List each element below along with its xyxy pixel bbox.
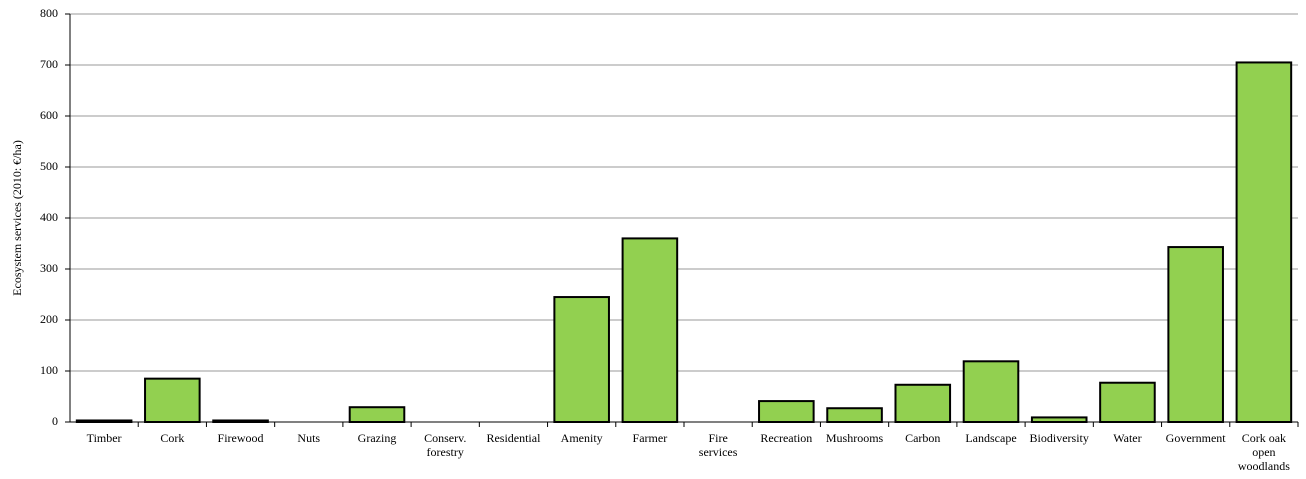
bar [1235, 61, 1293, 423]
x-tick-label: Recreation [760, 431, 813, 445]
bar [348, 406, 406, 423]
bar [758, 400, 815, 423]
bar [1099, 381, 1156, 424]
x-tick-label: Government [1165, 431, 1226, 445]
x-tick-label: Cork [160, 431, 185, 445]
x-tick-label: Timber [86, 431, 122, 445]
y-tick-label: 300 [40, 261, 58, 275]
x-tick-label: Landscape [965, 431, 1017, 445]
x-tick-label: Grazing [357, 431, 397, 445]
y-tick-label: 0 [52, 414, 58, 428]
y-tick-label: 100 [40, 363, 58, 377]
y-tick-label: 700 [40, 57, 58, 71]
x-tick-label: Biodiversity [1029, 431, 1089, 445]
y-tick-label: 500 [40, 159, 58, 173]
bar [75, 419, 133, 424]
bar [1030, 416, 1088, 424]
y-tick-label: 800 [40, 6, 58, 20]
x-tick-label: Conserv. forestry [424, 431, 467, 459]
bar [553, 296, 610, 423]
bar [826, 407, 883, 424]
bar [1167, 246, 1224, 423]
y-tick-label: 400 [40, 210, 58, 224]
x-tick-label: Water [1113, 431, 1142, 445]
bar [621, 237, 679, 423]
x-tick-label: Cork oak open woodlands [1237, 431, 1290, 473]
bar [212, 419, 269, 424]
x-tick-label: Farmer [632, 431, 668, 445]
x-tick-label: Residential [486, 431, 541, 445]
bar [962, 360, 1020, 423]
bar [894, 383, 952, 423]
x-tick-label: Carbon [905, 431, 941, 445]
x-tick-label: Firewood [217, 431, 264, 445]
y-axis-label: Ecosystem services (2010: €/ha) [10, 140, 24, 296]
bar [144, 377, 201, 423]
x-tick-label: Fire services [698, 431, 738, 459]
x-tick-label: Mushrooms [825, 431, 884, 445]
x-tick-label: Nuts [297, 431, 321, 445]
y-tick-label: 600 [40, 108, 58, 122]
y-tick-label: 200 [40, 312, 58, 326]
x-tick-label: Amenity [560, 431, 603, 445]
